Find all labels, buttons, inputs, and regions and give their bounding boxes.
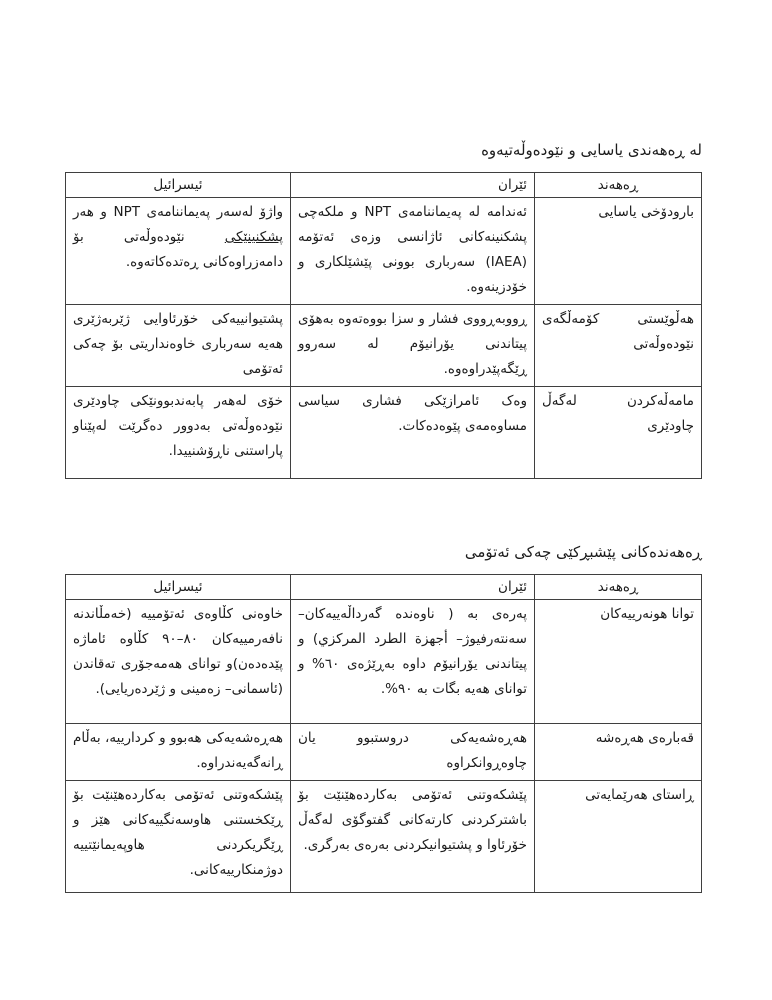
table-row: ڕاستای هەرێمایەتی پێشکەوتنی ئەتۆمی بەکار… — [65, 780, 702, 893]
header-iran: ئێران — [290, 574, 535, 600]
israel-text-post: نێودەوڵەتی بۆ دامەزراوەکانی ڕەتدەکاتەوە. — [73, 229, 283, 270]
table-row: هەڵوێستی کۆمەڵگەی نێودەوڵەتی ڕووبەڕووی ف… — [65, 304, 702, 387]
section-legal-title: لە ڕەهەندی یاسایی و نێودەوڵەتیەوە — [481, 141, 702, 159]
legal-comparison-table: ڕەهەند ئێران ئیسرائیل بارودۆخی یاسایی ئە… — [65, 172, 702, 479]
iran-cell: ڕووبەڕووی فشار و سزا بووەتەوە بەهۆی پیتا… — [290, 304, 535, 387]
iran-cell: وەک ئامرازێکی فشاری سیاسی مساوەمەی پێوەد… — [290, 386, 535, 479]
header-israel: ئیسرائیل — [65, 172, 291, 198]
table-header-row: ڕەهەند ئێران ئیسرائیل — [65, 574, 702, 600]
header-iran: ئێران — [290, 172, 535, 198]
table-row: قەبارەی هەڕەشە هەڕەشەیەکی دروستبوو یان چ… — [65, 723, 702, 781]
israel-cell: هەڕەشەیەکی هەبوو و کردارییە، بەڵام ڕانەگ… — [65, 723, 291, 781]
table-row: بارودۆخی یاسایی ئەندامە لە پەیماننامەی N… — [65, 197, 702, 305]
israel-text-pre: واژۆ لەسەر پەیماننامەی NPT و هەر — [73, 204, 283, 220]
dimension-cell: بارودۆخی یاسایی — [534, 197, 702, 305]
header-dimension: ڕەهەند — [534, 172, 702, 198]
dimension-cell: توانا هونەرییەکان — [534, 599, 702, 724]
iran-cell: ئەندامە لە پەیماننامەی NPT و ملکەچی پشکن… — [290, 197, 535, 305]
iran-cell: هەڕەشەیەکی دروستبوو یان چاوەڕوانکراوە — [290, 723, 535, 781]
israel-cell: پێشکەوتنی ئەتۆمی بەکاردەهێنێت بۆ ڕێکخستن… — [65, 780, 291, 893]
header-israel: ئیسرائیل — [65, 574, 291, 600]
table-row: توانا هونەرییەکان پەرەی بە ( ناوەندە گەر… — [65, 599, 702, 724]
table-row: مامەڵەکردن لەگەڵ چاودێری وەک ئامرازێکی ف… — [65, 386, 702, 479]
dimension-cell: قەبارەی هەڕەشە — [534, 723, 702, 781]
header-dimension: ڕەهەند — [534, 574, 702, 600]
section-race-title: ڕەهەندەکانی پێشبڕکێی چەکی ئەتۆمی — [464, 543, 702, 561]
dimension-cell: هەڵوێستی کۆمەڵگەی نێودەوڵەتی — [534, 304, 702, 387]
iran-cell: پەرەی بە ( ناوەندە گەرداڵەییەکان– سەنتەر… — [290, 599, 535, 724]
israel-cell: واژۆ لەسەر پەیماننامەی NPT و هەر پشکنینێ… — [65, 197, 291, 305]
dimension-cell: مامەڵەکردن لەگەڵ چاودێری — [534, 386, 702, 479]
race-comparison-table: ڕەهەند ئێران ئیسرائیل توانا هونەرییەکان … — [65, 574, 702, 893]
table-header-row: ڕەهەند ئێران ئیسرائیل — [65, 172, 702, 198]
iran-cell: پێشکەوتنی ئەتۆمی بەکاردەهێنێت بۆ باشترکر… — [290, 780, 535, 893]
israel-text-underlined: پشکنینێکی — [224, 229, 283, 245]
israel-cell: خۆی لەهەر پابەندبوونێکی چاودێری نێودەوڵە… — [65, 386, 291, 479]
document-body: لە ڕەهەندی یاسایی و نێودەوڵەتیەوە ڕەهەند… — [65, 139, 702, 893]
israel-cell: پشتیوانییەکی خۆرئاوایی ژێربەژێری هەیە سە… — [65, 304, 291, 387]
dimension-cell: ڕاستای هەرێمایەتی — [534, 780, 702, 893]
israel-cell: خاوەنی کڵاوەی ئەتۆمییە (خەمڵاندنە نافەرم… — [65, 599, 291, 724]
